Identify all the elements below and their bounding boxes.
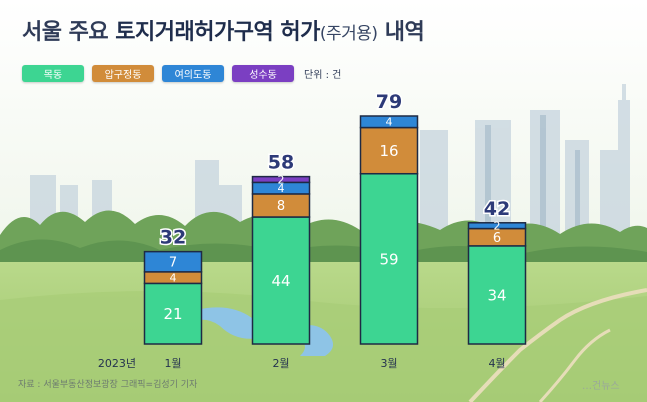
source-credit: 자료 : 서울부동산정보광장 그래픽=김성기 기자 <box>18 380 198 390</box>
legend-item-mokdong: 목동 <box>22 65 84 82</box>
segment-value-label: 34 <box>487 286 506 304</box>
legend-item-yeouido: 여의도동 <box>162 65 224 82</box>
total-value-label: 58 <box>268 152 294 174</box>
legend-item-seongsu: 성수동 <box>232 65 294 82</box>
title-bold: 토지거래허가구역 허가 <box>115 20 320 45</box>
x-tick-label: 3월 <box>380 357 397 370</box>
bar-segment <box>359 115 419 129</box>
total-value-label: 42 <box>484 198 510 220</box>
x-tick-label: 2월 <box>272 357 289 370</box>
total-value-label: 32 <box>160 227 186 249</box>
segment-value-label: 44 <box>271 272 290 290</box>
segment-value-label: 4 <box>386 116 393 129</box>
legend-label: 목동 <box>43 70 63 81</box>
segment-value-label: 4 <box>170 272 177 285</box>
title-paren: (주거용) <box>319 24 378 44</box>
segment-value-label: 6 <box>493 231 501 246</box>
bar-segment <box>467 222 527 230</box>
watermark: …건뉴스 <box>582 381 620 392</box>
segment-value-label: 21 <box>163 305 182 323</box>
x-tick-label: 1월 <box>164 357 181 370</box>
segment-value-label: 4 <box>278 182 285 195</box>
bar-segment <box>251 216 311 345</box>
segment-value-label: 2 <box>494 220 501 233</box>
legend-item-apgujeong: 압구정동 <box>92 65 154 82</box>
segment-value-label: 59 <box>379 250 398 268</box>
segment-value-label: 16 <box>379 142 398 160</box>
segment-value-label: 2 <box>278 173 285 186</box>
chart-title: 서울 주요 토지거래허가구역 허가(주거용) 내역 <box>22 14 425 46</box>
total-value-label: 79 <box>376 91 402 113</box>
legend: 목동 압구정동 여의도동 성수동 단위 : 건 <box>22 65 341 82</box>
bar-segment <box>143 250 203 273</box>
segment-value-label: 8 <box>277 199 285 214</box>
legend-label: 성수동 <box>249 70 277 81</box>
bar-segment <box>359 172 419 345</box>
x-tick-label: 4월 <box>488 357 505 370</box>
title-suffix: 내역 <box>384 20 425 45</box>
bar-segment <box>251 175 311 184</box>
title-regular: 서울 주요 <box>22 20 109 45</box>
legend-label: 압구정동 <box>104 70 142 81</box>
year-label: 2023년 <box>98 357 136 370</box>
bar-segment <box>143 282 203 345</box>
segment-value-label: 7 <box>169 255 177 270</box>
legend-label: 여의도동 <box>174 70 212 81</box>
unit-label: 단위 : 건 <box>304 70 342 81</box>
